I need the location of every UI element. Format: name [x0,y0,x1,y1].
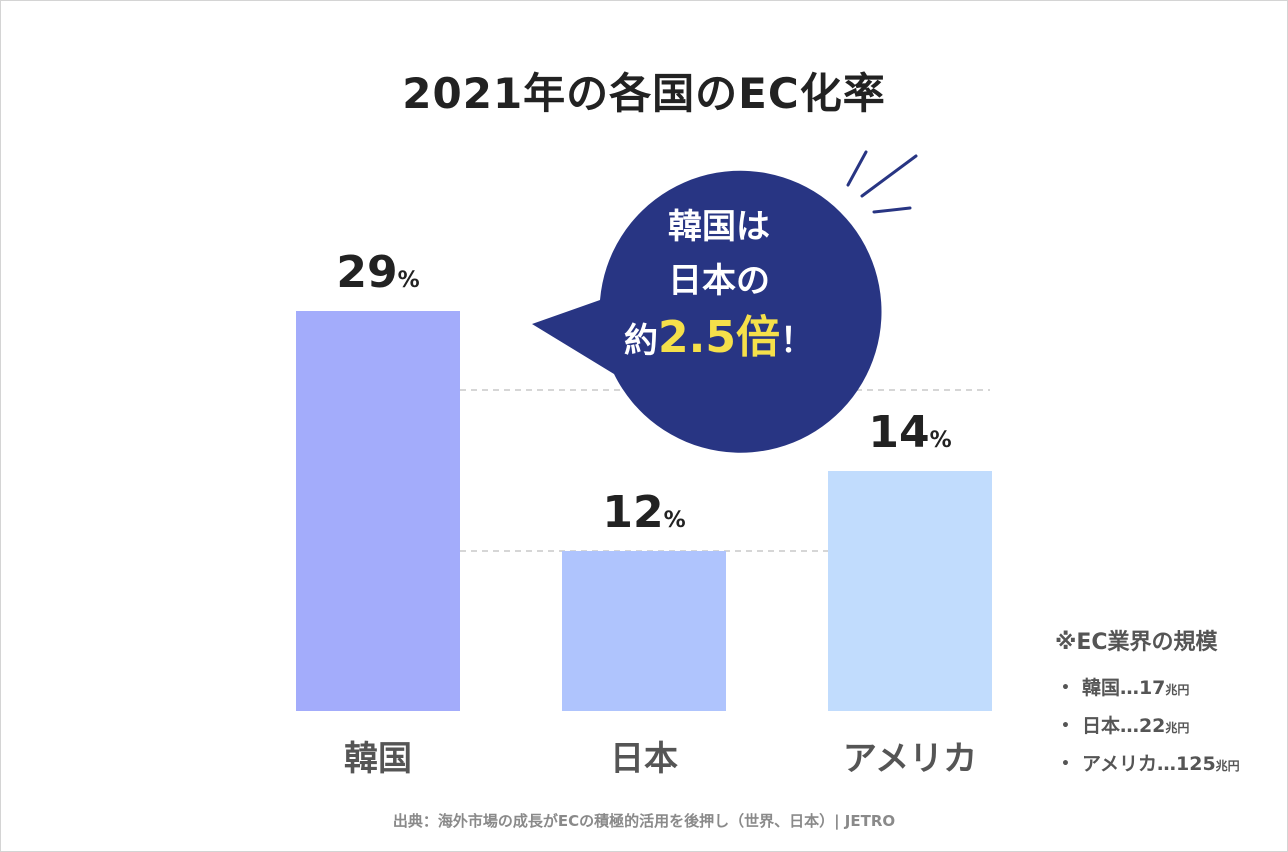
bar [296,311,460,711]
bar [562,551,726,711]
source-citation: 出典：海外市場の成長がECの積極的活用を後押し（世界、日本）| JETRO [392,812,896,830]
callout-text: 韓国は 日本の 約2.5倍！ [578,200,860,371]
market-size-note: ※EC業界の規模 韓国…17兆円 日本…22兆円 アメリカ…125兆円 [1055,624,1275,784]
callout-prefix: 約 [624,321,659,361]
category-label: アメリカ [843,739,977,779]
callout-line-2: 日本の [668,261,770,301]
callout-highlight: 2.5倍 [658,312,780,363]
note-title: ※EC業界の規模 [1055,630,1218,655]
note-item-label: 韓国…17 [1081,677,1166,699]
emphasis-line [860,154,918,198]
bar [828,471,992,711]
emphasis-line [846,150,868,187]
value-label: 29% [336,247,419,298]
bars [296,311,992,711]
note-item: アメリカ…125兆円 [1055,746,1275,784]
callout-line-3: 約2.5倍！ [578,308,860,371]
note-item: 韓国…17兆円 [1055,670,1275,708]
note-item-label: 日本…22 [1081,715,1166,737]
note-item: 日本…22兆円 [1055,708,1275,746]
callout-suffix: ！ [779,321,814,361]
note-item-unit: 兆円 [1165,683,1190,697]
value-labels: 29% 12% 14% [336,247,951,538]
chart-title: 2021年の各国のEC化率 [402,69,886,118]
emphasis-lines [846,150,918,214]
category-labels: 韓国 日本 アメリカ [344,739,977,779]
callout-line-1: 韓国は [668,207,770,247]
note-item-unit: 兆円 [1165,721,1190,735]
callout-bubble-shape [532,170,882,453]
note-item-unit: 兆円 [1215,759,1240,773]
note-list: 韓国…17兆円 日本…22兆円 アメリカ…125兆円 [1055,670,1275,784]
emphasis-line [872,206,912,214]
value-label: 14% [868,407,951,458]
category-label: 韓国 [344,739,412,779]
callout-bubble [532,170,882,453]
value-label: 12% [602,487,685,538]
note-item-label: アメリカ…125 [1081,753,1216,775]
category-label: 日本 [610,739,678,779]
